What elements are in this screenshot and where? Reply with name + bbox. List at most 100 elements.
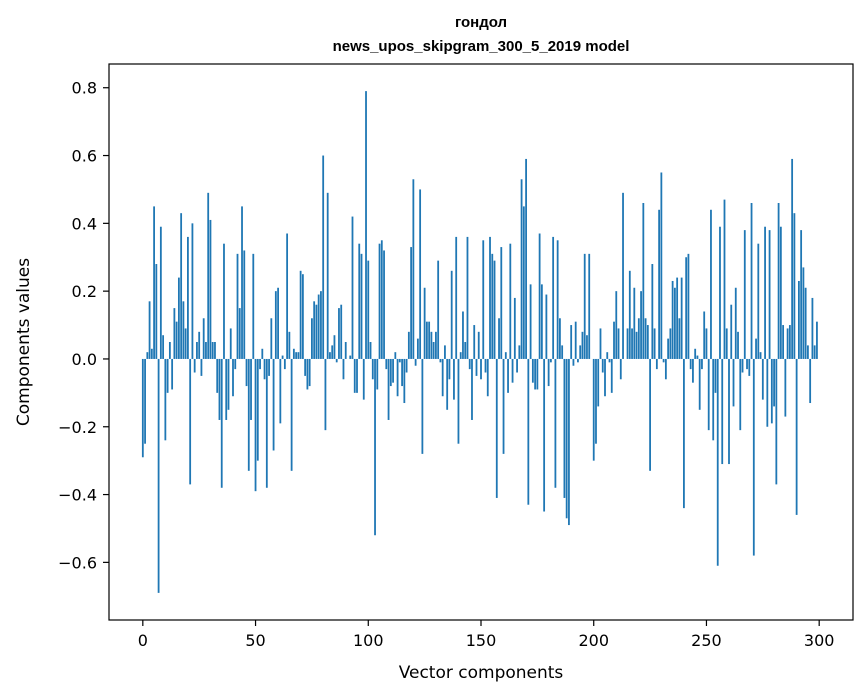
bar xyxy=(272,358,275,451)
bar xyxy=(430,331,433,359)
bar xyxy=(797,280,800,359)
bar xyxy=(531,358,534,383)
bar xyxy=(349,355,352,359)
bar xyxy=(655,358,658,370)
bar xyxy=(692,358,694,383)
bar xyxy=(155,264,158,359)
bar xyxy=(308,358,311,387)
y-axis-label: Components values xyxy=(14,258,34,426)
bar xyxy=(608,358,611,363)
bar xyxy=(773,358,775,407)
bar xyxy=(351,216,354,359)
bar xyxy=(592,358,595,461)
bar xyxy=(263,358,266,380)
bar xyxy=(421,358,424,454)
bar xyxy=(380,240,383,359)
bar xyxy=(757,243,760,359)
bar xyxy=(509,243,512,359)
bar xyxy=(182,301,185,359)
bar xyxy=(658,209,661,359)
bar xyxy=(601,358,604,373)
bar xyxy=(739,358,742,431)
bar xyxy=(669,328,672,359)
bar xyxy=(516,358,518,373)
bar xyxy=(389,358,392,387)
bar xyxy=(549,358,552,363)
bar xyxy=(633,287,636,359)
bar xyxy=(292,348,295,359)
chart-subtitle: news_upos_skipgram_300_5_2019 model xyxy=(333,38,630,55)
bar xyxy=(450,270,453,359)
bar xyxy=(791,158,794,359)
bar xyxy=(270,318,273,359)
bar xyxy=(405,358,408,373)
bar xyxy=(644,318,647,359)
bar xyxy=(610,358,613,393)
bar xyxy=(367,260,370,359)
plot-frame xyxy=(108,63,854,621)
bar xyxy=(437,260,440,359)
bar xyxy=(238,308,241,359)
bar xyxy=(588,253,591,359)
x-axis-label: Vector components xyxy=(399,663,564,683)
bar xyxy=(425,321,428,359)
bar xyxy=(507,358,509,393)
bar xyxy=(168,342,171,359)
bar xyxy=(187,236,189,359)
bar xyxy=(254,358,257,492)
bar xyxy=(804,287,807,359)
bar xyxy=(619,358,622,380)
bar xyxy=(637,318,640,359)
bar xyxy=(534,358,537,390)
bar xyxy=(205,342,207,359)
bar xyxy=(527,358,530,505)
bar xyxy=(705,328,708,359)
bar xyxy=(716,358,719,566)
bar xyxy=(570,325,573,359)
x-tick-label: 0 xyxy=(138,631,148,650)
bar xyxy=(577,358,579,363)
bar xyxy=(159,226,162,359)
bar xyxy=(606,352,609,359)
bar xyxy=(540,284,543,359)
bar xyxy=(225,358,228,420)
bar xyxy=(245,358,248,387)
bar xyxy=(392,358,394,383)
bar xyxy=(313,301,316,359)
bar xyxy=(622,192,624,359)
bar xyxy=(320,291,322,359)
bar xyxy=(525,158,527,359)
bar xyxy=(635,331,638,359)
bar xyxy=(755,338,757,359)
bar xyxy=(480,358,482,380)
bar xyxy=(486,358,489,397)
bar xyxy=(552,236,555,359)
bar xyxy=(748,358,751,376)
x-tick-label: 150 xyxy=(466,631,497,650)
bar xyxy=(468,358,471,370)
bar xyxy=(335,358,338,363)
bar xyxy=(383,250,385,359)
bar xyxy=(628,270,631,359)
bar xyxy=(484,358,487,373)
bar xyxy=(493,260,496,359)
bar xyxy=(265,358,268,488)
bar xyxy=(164,358,167,441)
bar xyxy=(207,192,210,359)
bar xyxy=(295,352,298,359)
y-axis-ticks: −0.6 −0.4 −0.2 0.0 0.2 0.4 0.6 0.8 xyxy=(58,79,109,572)
bar xyxy=(448,358,451,380)
bar xyxy=(261,348,264,359)
bar xyxy=(365,91,367,359)
bar xyxy=(759,352,762,359)
bar xyxy=(583,253,586,359)
bar xyxy=(279,358,282,424)
bar xyxy=(477,331,480,359)
bar xyxy=(631,328,633,359)
bar xyxy=(311,318,313,359)
bar xyxy=(466,236,469,359)
bar xyxy=(719,226,721,359)
bar xyxy=(326,192,329,359)
bar xyxy=(362,358,365,400)
